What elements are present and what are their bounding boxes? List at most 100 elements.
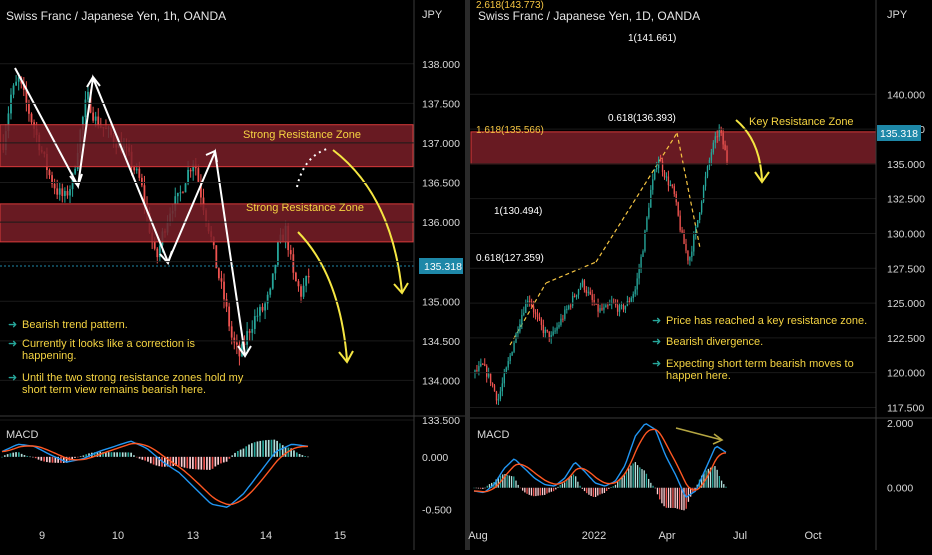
candle-body — [697, 220, 699, 227]
macd-histogram-bar — [116, 452, 118, 457]
macd-histogram-bar — [301, 455, 304, 457]
candle-body — [189, 169, 192, 172]
divergence-arrow — [675, 427, 723, 441]
left-macd-pane[interactable] — [1, 439, 309, 508]
macd-histogram-bar — [579, 485, 581, 488]
candle-body — [187, 169, 189, 184]
macd-histogram-bar — [54, 456, 57, 463]
macd-histogram-bar — [676, 487, 679, 509]
macd-histogram-bar — [592, 487, 595, 497]
candle-body — [714, 136, 716, 143]
macd-histogram-bar — [183, 456, 186, 468]
candle-body — [143, 185, 146, 205]
macd-histogram-bar — [248, 444, 250, 457]
macd-histogram-bar — [588, 487, 590, 495]
macd-line — [1, 440, 309, 508]
macd-histogram-bar — [634, 462, 637, 488]
candle-body — [259, 306, 261, 316]
macd-histogram-bar — [672, 487, 674, 508]
macd-histogram-bar — [479, 487, 482, 489]
macd-histogram-bar — [110, 452, 113, 457]
macd-histogram-bar — [612, 486, 614, 488]
macd-histogram-bar — [544, 487, 546, 495]
left-chart-panel[interactable]: 138.000137.500137.000136.500136.000135.5… — [0, 0, 465, 550]
macd-histogram-bar — [645, 473, 648, 488]
macd-histogram-bar — [636, 465, 639, 488]
yellow-arrow-lower — [297, 231, 348, 361]
left-notes: ➜ Bearish trend pattern. ➜ Currently it … — [8, 319, 244, 396]
candle-body — [243, 343, 246, 345]
candle-body — [718, 127, 720, 138]
time-axis-label: 2022 — [582, 530, 606, 542]
macd-histogram-bar — [217, 456, 220, 465]
macd-histogram-bar — [610, 487, 612, 488]
right-note-2: Bearish divergence. — [666, 336, 763, 348]
left-note-2-line-1: Currently it looks like a correction is — [22, 338, 196, 350]
price-axis-label: 135.000 — [422, 296, 460, 308]
right-price-axis[interactable]: 140.000137.500135.000132.500130.000127.5… — [470, 89, 925, 414]
macd-histogram-bar — [239, 449, 242, 457]
fib-dashed-link-2 — [545, 261, 597, 284]
candle-body — [74, 168, 77, 174]
candle-body — [97, 116, 100, 127]
note-bullet: ➜ — [8, 372, 17, 384]
candle-body — [184, 183, 187, 193]
candle-body — [591, 294, 593, 300]
macd-histogram-bar — [621, 476, 623, 488]
candle-body — [671, 184, 673, 187]
fib-dashed-link-4 — [676, 132, 701, 249]
zigzag-arrowhead-4 — [205, 149, 218, 163]
macd-histogram-bar — [189, 456, 191, 469]
right-chart-panel[interactable]: 140.000137.500135.000132.500130.000127.5… — [468, 0, 932, 550]
price-axis-label: 137.500 — [422, 98, 460, 110]
price-axis-label: 130.000 — [887, 228, 925, 240]
macd-histogram-bar — [566, 479, 568, 488]
macd-histogram-bar — [236, 451, 239, 457]
candle-body — [620, 305, 623, 307]
macd-histogram-bar — [135, 456, 138, 458]
candle-body — [69, 189, 71, 196]
candle-body — [564, 309, 566, 319]
candle-body — [12, 85, 15, 95]
macd-histogram-bar — [652, 485, 654, 488]
candle-body — [215, 245, 218, 269]
candle-body — [197, 168, 200, 182]
macd-histogram-bar — [290, 448, 292, 457]
candle-body — [153, 241, 156, 249]
candle-body — [233, 337, 236, 343]
right-time-axis[interactable]: Aug 2022 Apr Jul Oct — [468, 530, 821, 542]
macd-histogram-bar — [590, 487, 592, 496]
candle-body — [724, 144, 726, 151]
candle-body — [665, 176, 668, 178]
candle-body — [613, 302, 615, 304]
macd-histogram-bar — [197, 456, 200, 470]
macd-histogram-bar — [718, 475, 721, 488]
zigzag-line — [14, 67, 246, 356]
candle-body — [689, 256, 691, 261]
candle-body — [534, 312, 537, 315]
macd-histogram-bar — [477, 487, 480, 489]
note-bullet: ➜ — [8, 319, 17, 331]
macd-histogram-bar — [119, 452, 121, 457]
left-macd-axis: 0.000 -0.500 — [422, 452, 452, 517]
time-axis-label: Oct — [804, 530, 821, 542]
candle-body — [51, 175, 53, 184]
macd-histogram-bar — [647, 478, 650, 488]
right-candles — [474, 124, 728, 405]
macd-histogram-bar — [535, 487, 537, 497]
candle-body — [277, 241, 279, 265]
macd-histogram-bar — [107, 452, 110, 457]
time-axis-label: Jul — [733, 530, 747, 542]
right-macd-pane[interactable] — [473, 423, 727, 511]
price-axis-label: 134.500 — [422, 336, 460, 348]
macd-histogram-bar — [127, 452, 130, 457]
left-time-axis[interactable]: 9 10 13 14 15 — [39, 530, 346, 542]
macd-histogram-bar — [555, 487, 557, 490]
macd-histogram-bar — [37, 456, 40, 460]
candle-body — [546, 329, 548, 332]
candle-body — [575, 294, 578, 297]
candle-body — [251, 328, 254, 333]
candle-body — [667, 176, 670, 186]
candle-body — [659, 159, 662, 162]
note-bullet: ➜ — [652, 336, 661, 348]
